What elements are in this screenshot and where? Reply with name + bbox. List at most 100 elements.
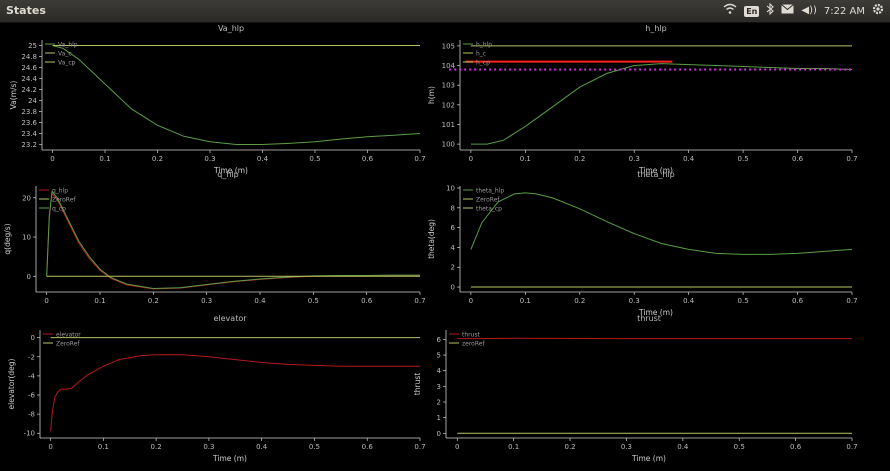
window-title: States [6,4,46,17]
y-tick-label: -2 [28,353,35,361]
y-tick-label: 0 [27,273,31,281]
x-tick-label: 0.3 [629,155,640,163]
y-tick-label: 100 [442,141,455,149]
x-tick-label: 0 [469,155,473,163]
y-axis-label: theta(deg) [427,219,436,259]
mail-icon[interactable] [781,3,795,19]
chart-va: Va_hlp 0 0.1 0.2 0.3 0.4 0.5 0.6 0.7 23.2 23.4 23.6… [9,24,426,175]
x-tick-label: 0.3 [621,443,632,451]
y-tick-label: 5 [437,352,441,360]
y-tick-label: 24.6 [21,64,37,72]
y-tick-label: 104 [442,62,456,70]
x-tick-label: 0 [44,297,48,305]
x-tick-label: 0.3 [629,297,640,305]
x-tick-label: 0.3 [203,443,214,451]
keyboard-layout-indicator[interactable]: En [744,5,760,17]
bluetooth-icon[interactable] [766,2,775,20]
legend-label: Va_hlp [58,42,78,49]
y-tick-label: 23.4 [21,130,37,138]
x-tick-label: 0.7 [846,297,857,305]
y-axis-label: q(deg/s) [3,223,12,254]
legend-label: q_cp [52,206,66,213]
y-tick-label: 24.8 [21,53,37,61]
legend-label: ZeroRef [476,197,500,204]
y-tick-label: 0 [31,334,35,342]
x-tick-label: 0 [48,443,52,451]
legend-label: q_hlp [52,188,68,195]
x-axis-label: Time (m) [638,308,673,317]
x-tick-label: 0.1 [98,443,109,451]
legend-label: thrust [462,332,481,339]
x-tick-label: 0 [469,297,473,305]
series-line-theta-hlp [470,192,853,255]
x-tick-label: 0.5 [309,155,320,163]
y-tick-label: 2 [451,264,455,272]
series-line-q-hlp [46,192,420,290]
y-tick-label: 3 [437,383,441,391]
x-tick-label: 0.6 [362,443,374,451]
x-tick-label: 0.7 [414,155,425,163]
x-tick-label: 0.4 [683,297,695,305]
x-tick-label: 0.6 [792,155,804,163]
y-axis-label: Va(m/s) [9,81,18,110]
y-tick-label: -6 [28,391,36,399]
x-tick-label: 0.6 [790,443,802,451]
x-tick-label: 0.1 [520,297,531,305]
y-tick-label: 23.2 [21,141,37,149]
legend-label: elevator [56,332,81,339]
x-axis-label: Time (m) [213,166,248,175]
legend-label: theta_hlp [476,188,504,195]
volume-icon[interactable]: ◀)) [801,5,817,16]
y-tick-label: 6 [451,224,456,232]
legend: h_hlp h_c h_cp [463,42,492,67]
y-tick-label: 0 [451,284,455,292]
wifi-icon[interactable] [723,3,737,20]
legend-label: h_cp [476,60,490,67]
chart-thrust: thrust 0 0.1 0.2 0.3 0.4 0.5 0.6 0.7 0 1 2 3 4 5 6 Time … [413,314,858,463]
y-tick-label: 10 [22,234,31,242]
legend: elevator ZeroRef [43,332,81,348]
y-tick-label: -4 [28,372,36,380]
chart-title: Va_hlp [218,24,244,33]
y-tick-label: 6 [437,336,442,344]
clock[interactable]: 7:22 AM [823,5,865,17]
y-tick-label: 8 [451,204,455,212]
chart-title: q_hlp [217,170,238,179]
x-tick-label: 0.2 [564,443,575,451]
x-tick-label: 0.7 [846,155,857,163]
y-tick-label: 24 [28,97,37,105]
x-tick-label: 0.4 [677,443,689,451]
x-tick-label: 0.6 [361,297,373,305]
chart-q: q_hlp 0 0.1 0.2 0.3 0.4 0.5 0.6 0.7 0 10 20 q(deg/s)… [3,170,426,305]
x-tick-label: 0.4 [256,443,268,451]
y-tick-label: 0 [437,430,441,438]
chart-title: thrust [637,314,661,323]
legend: theta_hlp ZeroRef theta_cp [463,188,504,213]
series-line-va-hlp [52,45,421,145]
y-tick-label: 25 [28,42,37,50]
x-tick-label: 0.5 [738,297,749,305]
series-line-q-cp [46,190,420,290]
x-tick-label: 0.5 [308,297,319,305]
x-axis-label: Time (m) [631,454,666,463]
y-tick-label: 23.8 [21,108,37,116]
chart-title: h_hlp [645,24,666,33]
y-tick-label: 23.6 [21,119,37,127]
x-tick-label: 0.2 [574,155,585,163]
x-tick-label: 0.5 [309,443,320,451]
y-axis-label: elevator(deg) [7,358,16,409]
chart-theta: theta_hlp 0 0.1 0.2 0.3 0.4 0.5 0.6 0.7 0 2 4 6 8 10 Ti… [427,170,858,317]
y-tick-label: 1 [437,414,441,422]
legend: q_hlp ZeroRef q_cp [39,188,76,213]
x-tick-label: 0.6 [362,155,374,163]
x-tick-label: 0.5 [738,155,749,163]
x-tick-label: 0.1 [520,155,531,163]
y-tick-label: 24.2 [21,86,37,94]
x-tick-label: 0.3 [201,297,212,305]
x-tick-label: 0.6 [792,297,804,305]
gear-icon[interactable] [872,3,884,20]
legend-label: Va_cp [58,60,76,67]
plot-grid: Va_hlp 0 0.1 0.2 0.3 0.4 0.5 0.6 0.7 23.2 23.4 23.6… [3,24,858,463]
x-tick-label: 0.4 [683,155,695,163]
y-tick-label: 2 [437,399,441,407]
